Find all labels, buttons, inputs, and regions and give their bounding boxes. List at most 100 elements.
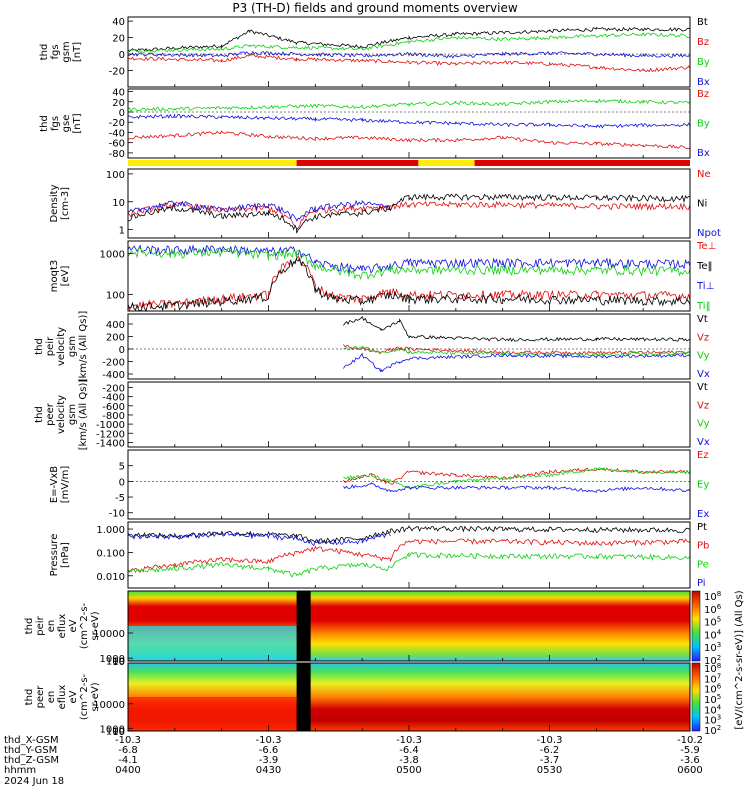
series-line-Bx <box>127 50 691 59</box>
y-tick-label: -60 <box>109 139 125 150</box>
spectrogram-region <box>128 697 297 730</box>
colorbar-title: [eV/(cm^2-s-sr-eV)] (All Qs) <box>734 590 745 729</box>
y-tick-label: -80 <box>109 149 125 160</box>
legend-label: Vy <box>697 419 710 430</box>
series-line-Bx <box>127 113 691 129</box>
x-tick-label: -4.1 <box>118 755 138 766</box>
panel-pressure: Pt Pb Pe Pi 1.000 0.100 0.010 Pressure [nPa] <box>49 521 709 589</box>
panel-frame <box>127 313 691 380</box>
x-tick-label: 0600 <box>677 765 702 776</box>
legend-label: By <box>697 57 710 68</box>
y-tick-label: 1000 <box>100 654 125 665</box>
y-axis-label: thd <box>24 689 35 706</box>
panel-peer_velocity: Vt Vz Vy Vx -200-400-600-800-1000-1200-1400 t… <box>34 379 710 451</box>
chart-title: P3 (TH-D) fields and ground moments over… <box>232 1 518 15</box>
legend-label: Bz <box>697 89 709 100</box>
y-tick-label: 40 <box>112 17 125 28</box>
series-line-Bz <box>127 130 691 150</box>
series-line-By <box>127 32 691 53</box>
colorbar <box>691 590 701 662</box>
mode-bar-segment <box>296 160 419 166</box>
panel-frame <box>127 168 691 239</box>
y-axis-label: fgs <box>50 116 61 131</box>
y-tick-label: 1.000 <box>96 525 125 536</box>
series-line-Vx <box>343 352 691 373</box>
y-tick-label: -20 <box>109 118 125 129</box>
y-tick-label: -800 <box>102 411 125 422</box>
series-line-By <box>127 98 691 112</box>
series-line-Ti‖ <box>127 247 691 281</box>
series-line-Ex <box>343 482 691 493</box>
y-axis-label: (cm^2-s- <box>79 673 90 720</box>
y-tick-label: -5 <box>115 493 125 504</box>
y-tick-label: -200 <box>102 383 125 394</box>
y-tick-label: 0.010 <box>96 572 125 583</box>
legend-label: Bz <box>697 37 709 48</box>
panel-frame <box>127 16 691 88</box>
series-line-Vz <box>343 344 690 356</box>
x-tick-label: -6.2 <box>540 745 560 756</box>
y-axis-label: (cm^2-s- <box>79 602 90 649</box>
legend-label: Bt <box>697 17 708 28</box>
legend-label: Npot <box>697 228 721 239</box>
legend-label: Ni <box>697 199 707 210</box>
panel-efield: Ez Ey Ex 5 0 -5 -10 E=-VxB [mV/m] <box>49 449 709 520</box>
y-tick-label: 1000 <box>100 249 125 260</box>
legend-label: Ti⊥ <box>696 281 714 292</box>
y-tick-label: 100 <box>106 291 125 302</box>
y-axis-label: en <box>46 620 57 633</box>
legend-label: Ey <box>697 480 709 491</box>
y-axis-label: en <box>46 691 57 704</box>
spectrogram-gap <box>296 663 311 731</box>
x-tick-label: 0430 <box>256 765 281 776</box>
y-axis-label: thd <box>34 338 45 355</box>
y-tick-label: -400 <box>102 393 125 404</box>
y-axis-label: peir <box>45 336 56 356</box>
y-tick-label: 100 <box>106 170 125 181</box>
series-line-Te⊥ <box>127 254 691 312</box>
x-tick-label: -3.7 <box>540 755 560 766</box>
mode-bar-segment <box>418 160 475 166</box>
y-tick-label: 10 <box>112 198 125 209</box>
y-tick-label: 0 <box>119 50 125 61</box>
y-axis-label: eflux <box>57 614 68 639</box>
series-line-Npot <box>127 199 391 222</box>
y-axis-label: E=-VxB <box>49 466 60 503</box>
panel-fgs_gsm: Bt Bz By Bx 40 20 0 -20 thd fgs gsm [nT] <box>39 16 710 88</box>
panel-frame <box>127 381 691 448</box>
x-tick-label: -3.6 <box>680 755 700 766</box>
colorbar-label: 106 <box>704 603 722 616</box>
series-line-Bt <box>127 26 691 53</box>
series-line-Pb <box>127 538 691 573</box>
y-axis-label: eV <box>68 619 79 632</box>
y-axis-label: [nPa] <box>60 542 71 568</box>
series-line-Bz <box>127 53 691 73</box>
legend-label: Vx <box>697 437 710 448</box>
spectrogram-gap <box>296 591 311 661</box>
y-tick-label: 400 <box>106 320 125 331</box>
y-axis-label: gsm <box>67 336 78 357</box>
legend-label: Vt <box>697 382 708 393</box>
panel-temperature: Te⊥ Te‖ Ti⊥ Ti‖ 1000 100 moqt3 [eV] <box>49 240 716 313</box>
y-axis-label: thd <box>39 115 50 132</box>
x-tick-label: -6.4 <box>399 745 419 756</box>
x-axis-row-label: 2024 Jun 18 <box>4 776 64 787</box>
legend-label: Bx <box>697 77 710 88</box>
legend-label: Ti‖ <box>696 301 711 312</box>
legend-label: Vz <box>697 332 709 343</box>
y-tick-label: 20 <box>112 98 125 109</box>
series-line-Vy <box>343 345 691 357</box>
y-tick-label: -1200 <box>96 429 125 440</box>
legend-label: Te‖ <box>696 261 713 272</box>
y-axis-label: eV <box>68 690 79 703</box>
y-axis-label: fgs <box>50 44 61 59</box>
x-tick-label: -6.8 <box>118 745 138 756</box>
colorbar-label: 102 <box>704 724 721 737</box>
legend-label: Vy <box>697 351 710 362</box>
legend-label: Pi <box>697 578 706 589</box>
y-tick-label: 10 <box>112 727 125 738</box>
colorbar-label: 104 <box>704 628 722 641</box>
series-line-Vt <box>343 315 691 342</box>
y-axis-label: [eV] <box>60 266 71 287</box>
